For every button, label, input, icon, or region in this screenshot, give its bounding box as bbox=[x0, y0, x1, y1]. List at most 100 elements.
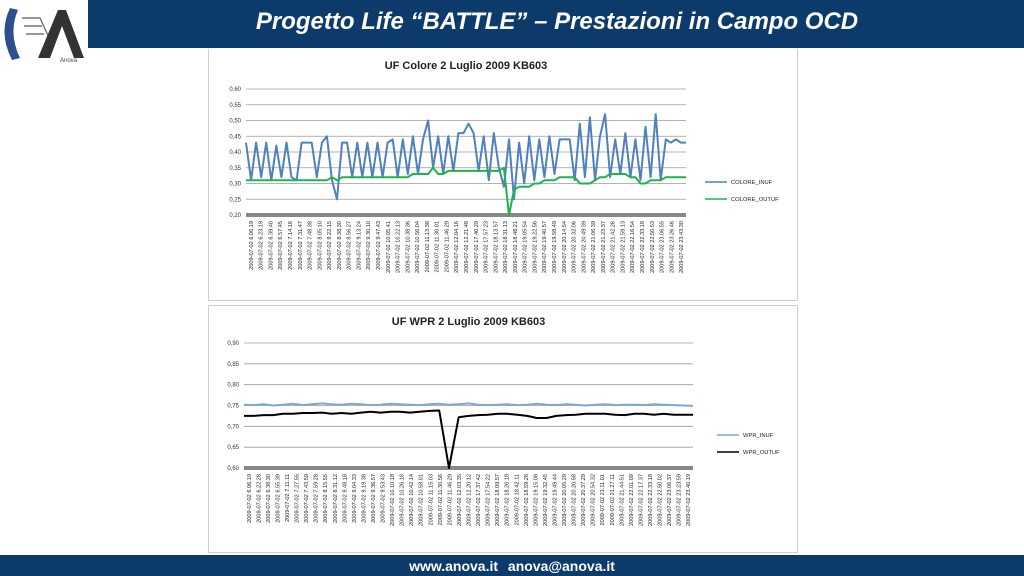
x-tick-label: 2009-07-02 6.38.30 bbox=[266, 474, 272, 523]
x-tick-label: 2009-07-02 6.55.39 bbox=[275, 474, 281, 523]
chart-colore: UF Colore 2 Luglio 2009 KB603 0,60 0,55 0,5… bbox=[229, 60, 779, 273]
x-tick-label: 2009-07-02 18.59.28 bbox=[524, 474, 530, 526]
x-tick-label: 2009-07-02 7.59.28 bbox=[314, 474, 320, 523]
x-tick-label: 2009-07-02 22.01.09 bbox=[629, 474, 635, 526]
x-tick-label: 2009-07-02 20.49.39 bbox=[581, 221, 587, 273]
x-tick-label: 2009-07-02 9.19.38 bbox=[361, 474, 367, 523]
y-tick-label: 0,30 bbox=[229, 182, 241, 188]
y-tick-label: 0,20 bbox=[229, 213, 241, 219]
x-tick-label: 2009-07-02 9.30.10 bbox=[366, 221, 372, 270]
x-tick-label: 2009-07-02 12.20.12 bbox=[467, 474, 473, 526]
x-tick-label: 2009-07-02 8.05.10 bbox=[317, 221, 323, 270]
legend-label: COLORE_INUF bbox=[731, 180, 773, 186]
x-tick-label: 2009-07-02 23.06.37 bbox=[667, 474, 673, 526]
x-tick-label: 2009-07-02 9.13.24 bbox=[356, 221, 362, 270]
x-tick-label: 2009-07-02 7.14.16 bbox=[288, 221, 294, 270]
y-tick-label: 0,55 bbox=[229, 103, 241, 109]
x-tick-label: 2009-07-02 9.36.57 bbox=[371, 474, 377, 523]
x-tick-label: 2009-07-02 6.39.40 bbox=[268, 221, 274, 270]
x-tick-label: 2009-07-02 8.15.55 bbox=[323, 474, 329, 523]
x-tick-label: 2009-07-02 18.26.18 bbox=[505, 474, 511, 526]
x-tick-label: 2009-07-02 22.33.18 bbox=[648, 474, 654, 526]
x-tick-label: 2009-07-02 7.27.55 bbox=[295, 474, 301, 523]
x-tick-label: 2009-07-02 23.26.46 bbox=[669, 221, 675, 273]
x-tick-label: 2009-07-02 8.31.12 bbox=[333, 474, 339, 523]
x-tick-label: 2009-07-02 10.05.41 bbox=[386, 221, 392, 273]
legend-label: COLORE_OUTUF bbox=[731, 197, 779, 203]
x-tick-label: 2009-07-02 19.15.08 bbox=[533, 474, 539, 526]
x-tick-label: 2009-07-02 7.48.38 bbox=[308, 221, 314, 270]
y-tick-label: 0,60 bbox=[229, 87, 241, 93]
x-tick-label: 2009-07-02 10.42.14 bbox=[409, 474, 415, 526]
y-tick-label: 0,75 bbox=[227, 404, 239, 410]
x-tick-label: 2009-07-02 9.04.33 bbox=[352, 474, 358, 523]
x-tick-label: 2009-07-02 17.40.29 bbox=[474, 221, 480, 273]
x-tick-label: 2009-07-02 20.37.29 bbox=[581, 474, 587, 526]
x-tick-label: 2009-07-02 19.32.45 bbox=[543, 474, 549, 526]
chart-colore-panel: UF Colore 2 Luglio 2009 KB603 0,60 0,55 0,5… bbox=[208, 49, 798, 301]
x-tick-label: 2009-07-02 21.06.39 bbox=[591, 221, 597, 273]
x-tick-label: 2009-07-02 10.38.36 bbox=[405, 221, 411, 273]
email-link[interactable]: anova@anova.it bbox=[507, 558, 615, 574]
x-tick-label: 2009-07-02 10.26.18 bbox=[400, 474, 406, 526]
series-line-wpr_inuf bbox=[243, 402, 694, 407]
x-tick-label: 2009-07-02 22.17.37 bbox=[638, 474, 644, 526]
x-tick-label: 2009-07-02 7.31.47 bbox=[298, 221, 304, 270]
x-tick-label: 2009-07-02 8.22.15 bbox=[327, 221, 333, 270]
x-tick-label: 2009-07-02 11.46.29 bbox=[444, 221, 450, 273]
x-tick-label: 2009-07-02 10.56.04 bbox=[415, 221, 421, 273]
anova-logo: Anova bbox=[0, 0, 88, 66]
website-link[interactable]: www.anova.it bbox=[409, 558, 499, 574]
chart-wpr: UF WPR 2 Luglio 2009 KB603 0,90 0,85 0,80 0,… bbox=[227, 316, 780, 526]
x-tick-label: 2009-07-02 19.40.57 bbox=[542, 221, 548, 273]
x-tick-label: 2009-07-02 19.22.56 bbox=[532, 221, 538, 273]
x-tick-label: 2009-07-02 20.05.29 bbox=[562, 474, 568, 526]
x-tick-label: 2009-07-02 22.33.18 bbox=[640, 221, 646, 273]
y-tick-label: 0,70 bbox=[227, 424, 239, 430]
x-tick-label: 2009-07-02 19.49.44 bbox=[552, 474, 558, 526]
x-tick-label: 2009-07-02 6.22.28 bbox=[256, 474, 262, 523]
x-tick-label: 2009-07-02 17.37.42 bbox=[476, 474, 482, 526]
x-tick-label: 2009-07-02 11.13.38 bbox=[425, 221, 431, 273]
x-tick-label: 2009-07-02 17.54.22 bbox=[486, 474, 492, 526]
x-tick-label: 2009-07-02 6.23.19 bbox=[259, 221, 265, 270]
chart-title: UF Colore 2 Luglio 2009 KB603 bbox=[385, 60, 548, 72]
x-tick-label: 2009-07-02 21.59.13 bbox=[620, 221, 626, 273]
x-tick-label: 2009-07-02 11.15.03 bbox=[428, 474, 434, 526]
x-tick-label: 2009-07-02 18.42.11 bbox=[514, 474, 520, 526]
x-tick-label: 2009-07-02 12.21.48 bbox=[464, 221, 470, 273]
x-tick-label: 2009-07-02 20.54.32 bbox=[591, 474, 597, 526]
legend-label: WPR_INUF bbox=[743, 433, 774, 439]
y-tick-label: 0,40 bbox=[229, 150, 241, 156]
y-tick-label: 0,50 bbox=[229, 119, 241, 125]
x-tick-label: 2009-07-02 8.38.30 bbox=[337, 221, 343, 270]
y-tick-label: 0,35 bbox=[229, 166, 241, 172]
x-tick-label: 2009-07-02 19.58.49 bbox=[552, 221, 558, 273]
x-tick-label: 2009-07-02 17.57.23 bbox=[484, 221, 490, 273]
header-bar: Anova Progetto Life “BATTLE” – Prestazio… bbox=[0, 0, 1024, 66]
series-line-wpr_outuf bbox=[244, 409, 693, 469]
x-tick-label: 2009-07-02 6.06.19 bbox=[249, 221, 255, 270]
x-tick-label: 2009-07-02 12.04.16 bbox=[454, 221, 460, 273]
x-tick-label: 2009-07-02 23.43.30 bbox=[679, 221, 685, 273]
x-tick-label: 2009-07-02 20.14.54 bbox=[562, 221, 568, 273]
x-tick-label: 2009-07-02 22.50.02 bbox=[658, 474, 664, 526]
y-tick-label: 0,25 bbox=[229, 197, 241, 203]
x-tick-label: 2009-07-02 9.47.43 bbox=[376, 221, 382, 270]
x-tick-label: 2009-07-02 21.42.26 bbox=[611, 221, 617, 273]
x-tick-label: 2009-07-02 21.23.37 bbox=[601, 221, 607, 273]
x-tick-label: 2009-07-02 22.16.54 bbox=[630, 221, 636, 273]
x-tick-label: 2009-07-02 18.13.57 bbox=[493, 221, 499, 273]
x-tick-label: 2009-07-02 18.31.13 bbox=[503, 221, 509, 273]
x-tick-label: 2009-07-02 20.32.06 bbox=[572, 221, 578, 273]
x-tick-label: 2009-07-02 11.46.29 bbox=[447, 474, 453, 526]
footer-bar: www.anova.it anova@anova.it bbox=[0, 555, 1024, 576]
x-tick-label: 2009-07-02 7.11.11 bbox=[285, 474, 291, 522]
logo-text: Anova bbox=[60, 58, 78, 64]
x-tick-label: 2009-07-02 10.58.01 bbox=[419, 474, 425, 526]
x-tick-label: 2009-07-02 11.30.01 bbox=[435, 221, 441, 273]
y-tick-label: 0,60 bbox=[227, 466, 239, 472]
x-tick-label: 2009-07-02 7.43.59 bbox=[304, 474, 310, 523]
y-tick-label: 0,85 bbox=[227, 362, 239, 368]
x-tick-label: 2009-07-02 22.50.53 bbox=[650, 221, 656, 273]
